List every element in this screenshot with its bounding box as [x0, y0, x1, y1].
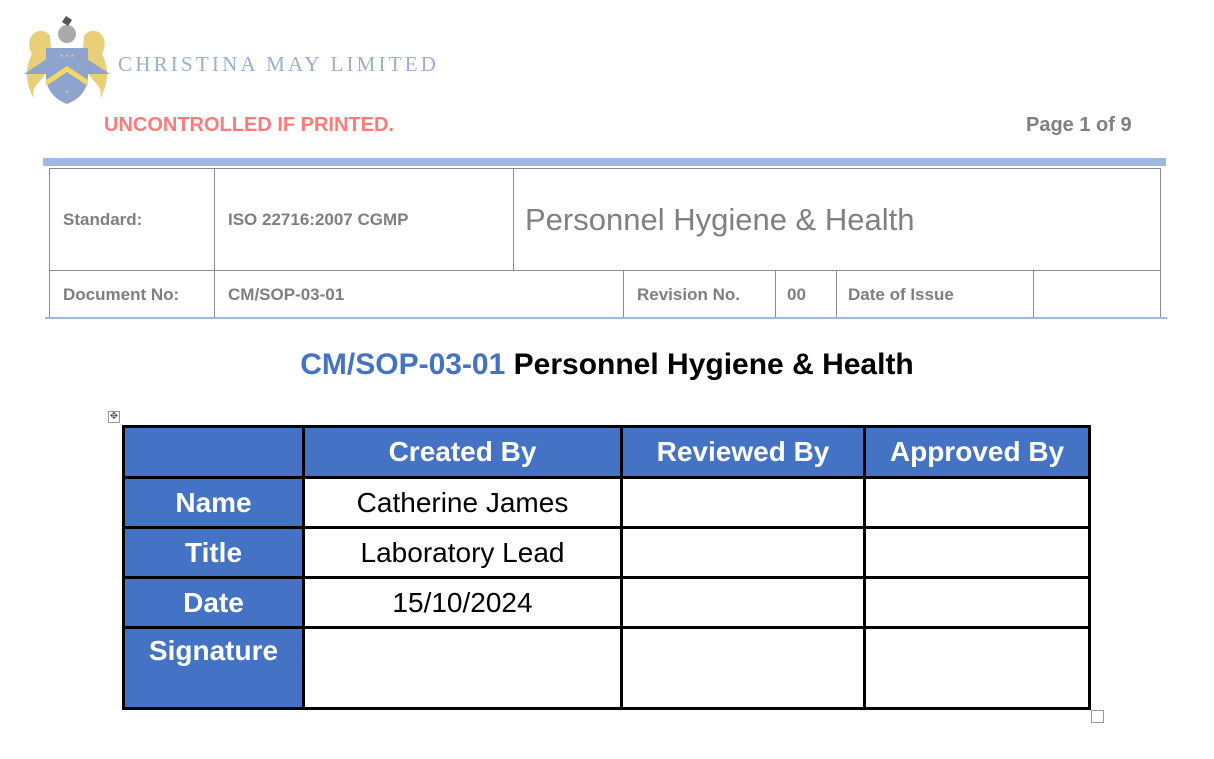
document-name: Personnel Hygiene & Health — [505, 348, 914, 381]
header-bottom-rule — [45, 317, 1167, 319]
docno-value: CM/SOP-03-01 — [214, 270, 624, 319]
reviewed-by-cell — [620, 576, 866, 629]
svg-text:* * *: * * * — [60, 53, 74, 62]
column-header: Created By — [302, 425, 623, 479]
column-header — [122, 425, 305, 479]
page-number: Page 1 of 9 — [1026, 114, 1132, 136]
created-by-cell: Laboratory Lead — [302, 526, 623, 579]
standard-label: Standard: — [49, 168, 215, 271]
created-by-cell: 15/10/2024 — [302, 576, 623, 629]
reviewed-by-cell — [620, 526, 866, 579]
reviewed-by-cell — [620, 476, 866, 529]
column-header: Reviewed By — [620, 425, 866, 479]
approved-by-cell — [863, 626, 1091, 710]
revision-label: Revision No. — [623, 270, 776, 319]
date-of-issue-value — [1033, 270, 1161, 319]
date-of-issue-label: Date of Issue — [836, 270, 1034, 319]
approved-by-cell — [863, 526, 1091, 579]
row-label-cell: Date — [122, 576, 305, 629]
revision-value: 00 — [775, 270, 837, 319]
company-logo: * * * * — [24, 16, 110, 104]
column-header: Approved By — [863, 425, 1091, 479]
company-name: CHRISTINA MAY LIMITED — [118, 52, 440, 76]
approved-by-cell — [863, 576, 1091, 629]
table-move-handle[interactable]: ✥ — [108, 411, 120, 423]
document-title: CM/SOP-03-01 Personnel Hygiene & Health — [0, 348, 1214, 382]
header-rule — [43, 158, 1166, 166]
document-code: CM/SOP-03-01 — [300, 348, 506, 381]
approved-by-cell — [863, 476, 1091, 529]
created-by-cell — [302, 626, 623, 710]
docno-label: Document No: — [49, 270, 215, 319]
row-label-cell: Title — [122, 526, 305, 579]
uncontrolled-notice: UNCONTROLLED IF PRINTED. — [104, 114, 394, 136]
row-label-cell: Signature — [122, 626, 305, 710]
svg-text:*: * — [65, 89, 68, 98]
row-label-cell: Name — [122, 476, 305, 529]
reviewed-by-cell — [620, 626, 866, 710]
created-by-cell: Catherine James — [302, 476, 623, 529]
standard-value: ISO 22716:2007 CGMP — [214, 168, 514, 271]
table-resize-handle[interactable] — [1091, 710, 1104, 723]
header-title: Personnel Hygiene & Health — [513, 168, 1161, 271]
